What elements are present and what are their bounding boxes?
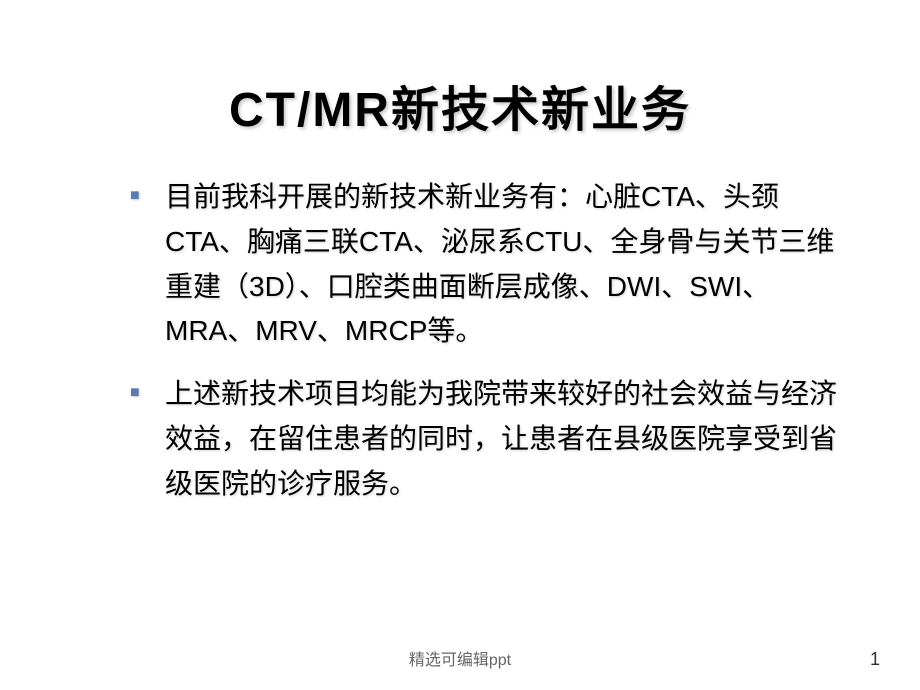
bullet-list: 目前我科开展的新技术新业务有：心脏CTA、头颈CTA、胸痛三联CTA、泌尿系CT…: [60, 175, 860, 507]
bullet-item: 上述新技术项目均能为我院带来较好的社会效益与经济效益，在留住患者的同时，让患者在…: [130, 372, 860, 506]
slide-title: CT/MR新技术新业务: [60, 70, 860, 140]
footer-text: 精选可编辑ppt: [0, 646, 920, 670]
slide-container: CT/MR新技术新业务 目前我科开展的新技术新业务有：心脏CTA、头颈CTA、胸…: [0, 0, 920, 690]
bullet-item: 目前我科开展的新技术新业务有：心脏CTA、头颈CTA、胸痛三联CTA、泌尿系CT…: [130, 175, 860, 354]
page-number: 1: [870, 649, 880, 670]
